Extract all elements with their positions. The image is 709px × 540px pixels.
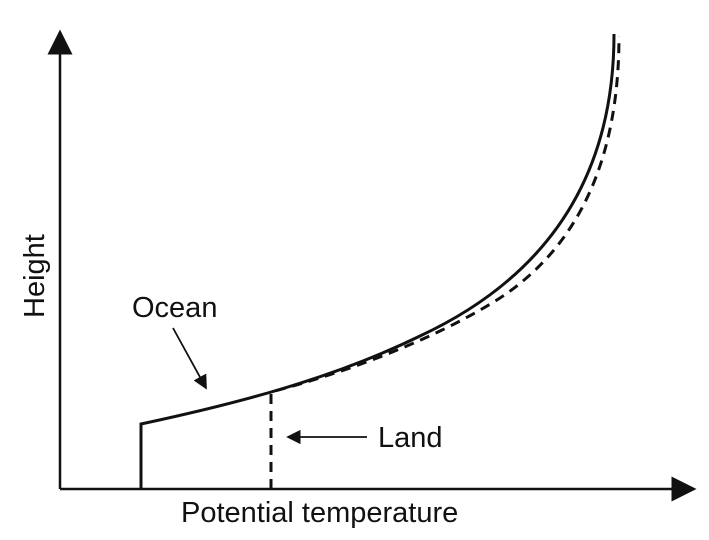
ocean-label: Ocean [132, 292, 217, 324]
ocean-label-arrow [172, 327, 207, 390]
ocean-profile-line [139, 33, 616, 489]
y-axis-label: Height [19, 234, 51, 318]
land-label: Land [378, 422, 443, 454]
x-axis-label: Potential temperature [181, 497, 458, 529]
land-profile-line [269, 35, 621, 489]
